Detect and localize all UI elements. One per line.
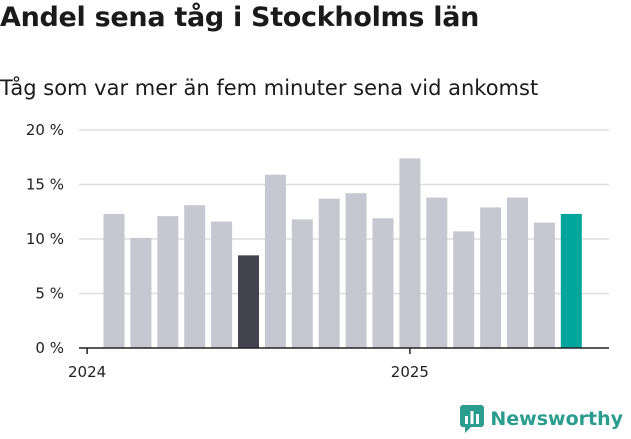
y-tick-label: 0 % (35, 339, 64, 357)
y-tick-label: 10 % (26, 230, 64, 248)
bar (345, 193, 367, 348)
bar (291, 219, 313, 348)
newsworthy-chart-icon (460, 405, 485, 433)
bar (211, 221, 233, 348)
bar (238, 255, 259, 348)
y-tick-label: 5 % (35, 285, 64, 303)
chart-title: Andel sena tåg i Stockholms län (0, 2, 480, 33)
y-tick-label: 15 % (26, 176, 64, 194)
bar (264, 174, 286, 348)
bar (426, 197, 448, 348)
bar (453, 231, 475, 348)
bar (372, 218, 394, 348)
bar (157, 216, 179, 348)
chart-subtitle: Tåg som var mer än fem minuter sena vid … (0, 76, 539, 100)
bar (103, 213, 125, 348)
x-tick-label: 2024 (68, 363, 106, 381)
bar (184, 205, 206, 348)
bar (480, 207, 502, 348)
brand-name: Newsworthy (490, 408, 623, 430)
bar (507, 197, 528, 348)
bar (560, 213, 582, 348)
bar (318, 198, 340, 348)
bar (130, 237, 152, 348)
y-tick-label: 20 % (26, 121, 64, 139)
x-tick-label: 2025 (391, 363, 429, 381)
bar-chart: 0 % 5 % 10 % 15 % 20 % 2024 2025 (26, 121, 609, 381)
bar (533, 222, 555, 348)
bar (399, 158, 421, 348)
newsworthy-logo: Newsworthy (460, 405, 623, 433)
